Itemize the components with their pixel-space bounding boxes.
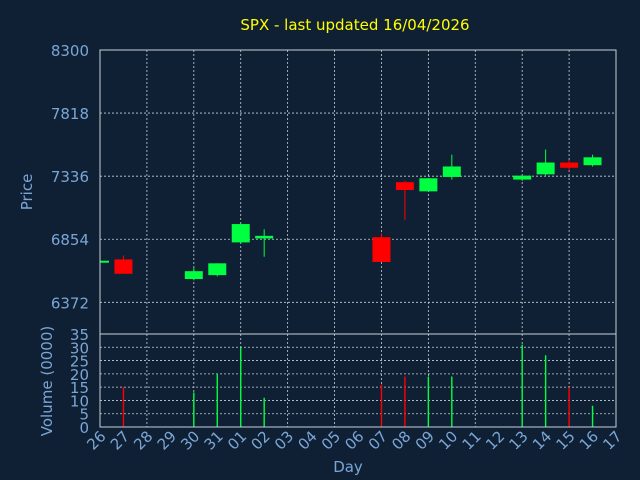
- x-tick-label: 08: [388, 427, 414, 453]
- x-tick-label: 29: [154, 427, 180, 453]
- volume-plot-frame: [99, 333, 617, 428]
- candle-body: [560, 162, 579, 168]
- candle: [184, 267, 203, 281]
- candle-body: [184, 271, 203, 280]
- volume-bar: [521, 344, 523, 427]
- volume-tick-label: 10: [70, 392, 89, 410]
- frame-layer: [99, 49, 617, 428]
- candle-body: [255, 235, 274, 239]
- candle: [419, 178, 438, 192]
- volume-tick-label: 15: [70, 379, 89, 397]
- volume-bar: [216, 373, 218, 427]
- candle: [255, 229, 274, 257]
- x-tick-label: 14: [529, 427, 555, 453]
- candle: [372, 233, 391, 263]
- x-tick-label: 12: [482, 427, 508, 453]
- chart-title: SPX - last updated 16/04/2026: [240, 16, 469, 34]
- candle: [536, 149, 555, 176]
- x-tick-label: 05: [318, 427, 344, 453]
- candle-body: [208, 263, 227, 276]
- price-tick-label: 6854: [51, 231, 89, 249]
- grid-layer: [99, 49, 617, 428]
- x-tick-label: 13: [506, 427, 532, 453]
- volume-bar: [380, 384, 383, 427]
- volume-tick-label: 25: [70, 353, 89, 371]
- price-plot-frame: [99, 49, 617, 335]
- marks-layer: [99, 149, 602, 427]
- candle: [513, 175, 532, 181]
- x-tick-label: 07: [365, 427, 391, 453]
- x-tick-label: 16: [576, 427, 602, 453]
- volume-bar: [263, 397, 265, 427]
- x-tick-label: 03: [271, 427, 297, 453]
- candle: [560, 159, 579, 171]
- candle: [114, 255, 133, 274]
- candle-body: [442, 166, 461, 177]
- candle-body: [513, 175, 532, 180]
- price-tick-label: 8300: [51, 42, 89, 60]
- x-tick-label: 28: [130, 427, 156, 453]
- price-tick-label: 7336: [51, 168, 89, 186]
- x-tick-label: 02: [248, 427, 274, 453]
- price-tick-label: 6372: [51, 294, 89, 312]
- candle: [231, 222, 250, 244]
- volume-tick-label: 0: [79, 419, 89, 437]
- x-tick-label: 17: [599, 427, 625, 453]
- volume-bar: [427, 376, 430, 427]
- candle-body: [536, 162, 555, 175]
- x-tick-label: 15: [552, 427, 578, 453]
- x-tick-label: 06: [341, 427, 367, 453]
- candle: [208, 263, 227, 277]
- x-axis-label: Day: [333, 458, 363, 476]
- price-tick-label: 7818: [51, 105, 89, 123]
- volume-bar: [451, 376, 453, 427]
- x-tick-label: 04: [294, 427, 320, 453]
- x-tick-label: 11: [459, 427, 485, 453]
- volume-bar: [568, 387, 570, 427]
- candle-body: [231, 224, 250, 243]
- candle-body: [114, 259, 133, 274]
- x-tick-label: 31: [201, 427, 227, 453]
- volume-bar: [544, 355, 547, 427]
- candle-body: [419, 178, 438, 192]
- volume-bar: [122, 387, 125, 427]
- candle: [99, 260, 109, 263]
- x-tick-label: 01: [224, 427, 250, 453]
- candle: [395, 180, 414, 221]
- volume-axis-label: Volume (0000): [38, 326, 56, 436]
- candle-body: [100, 260, 109, 263]
- candle-body: [583, 157, 602, 166]
- volume-bar: [193, 392, 195, 427]
- ticks-layer: 8300781873366854637205101520253035262728…: [51, 42, 626, 454]
- volume-tick-label: 5: [79, 406, 89, 424]
- candle: [583, 154, 602, 167]
- candle: [442, 154, 461, 180]
- volume-bar: [591, 405, 594, 427]
- candle-body: [395, 182, 414, 191]
- volume-tick-label: 20: [70, 366, 89, 384]
- x-tick-label: 30: [177, 427, 203, 453]
- volume-tick-label: 30: [70, 339, 89, 357]
- price-axis-label: Price: [18, 174, 36, 211]
- x-tick-label: 27: [107, 427, 133, 453]
- volume-bar: [240, 347, 242, 427]
- x-tick-label: 09: [412, 427, 438, 453]
- candle-body: [372, 237, 391, 263]
- volume-tick-label: 35: [70, 326, 89, 344]
- x-tick-label: 10: [435, 427, 461, 453]
- volume-bar: [404, 376, 406, 427]
